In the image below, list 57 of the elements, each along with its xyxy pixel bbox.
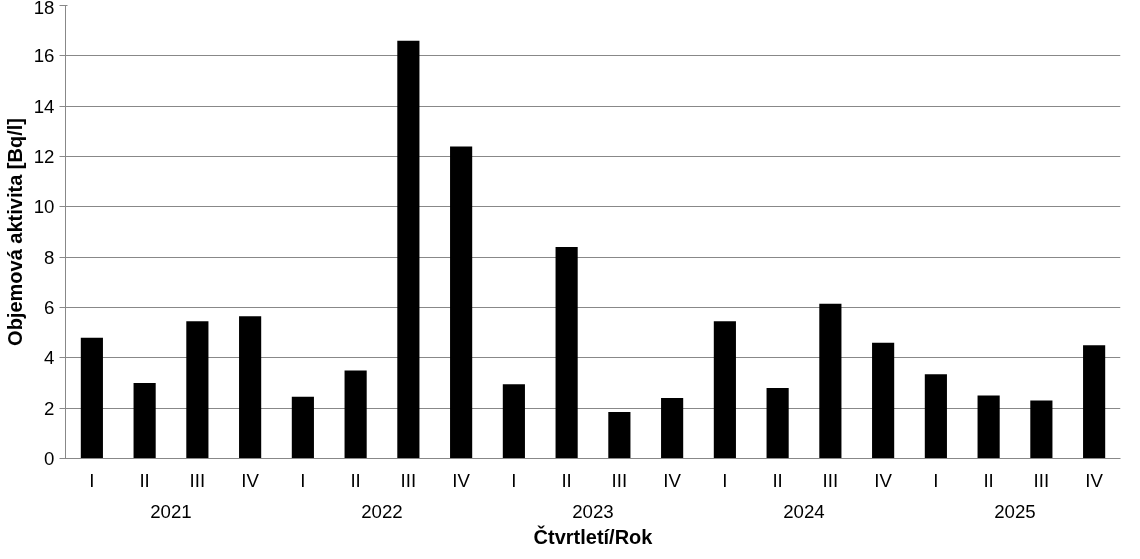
y-tick-label: 4 [44,347,55,369]
x-tick-label: I [89,469,95,491]
bar [186,321,209,459]
x-tick-label: IV [452,469,471,491]
bar [344,370,367,459]
y-tick-label: 2 [44,397,55,419]
bar [872,342,895,459]
y-tick-label: 10 [33,196,55,218]
x-tick-label: I [933,469,939,491]
y-tick-label: 14 [33,95,55,117]
bar [766,388,789,459]
bar [555,247,578,459]
bar [661,398,684,459]
x-tick-label: II [561,469,572,491]
x-tick-label: I [300,469,306,491]
text: 2023 [572,500,614,522]
bar [819,303,842,459]
y-tick-label: 18 [33,0,55,18]
x-tick-label: II [139,469,150,491]
x-tick-label: IV [241,469,260,491]
x-tick-label: II [983,469,994,491]
bar [80,337,103,459]
x-tick-label: III [189,469,206,491]
x-tick-label: IV [1085,469,1104,491]
bar [239,316,262,459]
x-tick-label: IV [663,469,682,491]
bar [133,383,156,459]
y-tick-label: 12 [33,146,55,167]
x-axis-title: Čtvrtletí/Rok [533,524,654,548]
bar [502,384,525,459]
x-tick-label: I [511,469,517,491]
bar [291,396,314,459]
x-tick-label: III [400,469,417,491]
text: 2025 [994,500,1036,522]
x-tick-label: III [611,469,628,491]
x-tick-label: IV [874,469,893,491]
x-tick-label: III [822,469,839,491]
bar [450,146,473,459]
text: 2024 [783,500,825,522]
bar [924,374,947,459]
y-tick-label: 16 [33,45,55,67]
y-tick-label: 0 [44,448,55,469]
text: 2021 [150,500,192,522]
x-tick-label: I [722,469,728,491]
bar [977,395,1000,459]
bar [1083,345,1106,459]
x-tick-label: II [350,469,361,491]
text: 2022 [361,500,403,522]
x-tick-label: II [772,469,783,491]
y-axis-title: Objemová aktivita [Bq/l] [3,118,26,346]
x-tick-label: III [1033,469,1050,491]
bar [713,321,736,459]
bar [397,40,420,459]
y-tick-label: 8 [44,246,55,268]
y-tick-label: 6 [44,297,55,318]
bar [608,411,631,459]
bar [1030,400,1053,459]
